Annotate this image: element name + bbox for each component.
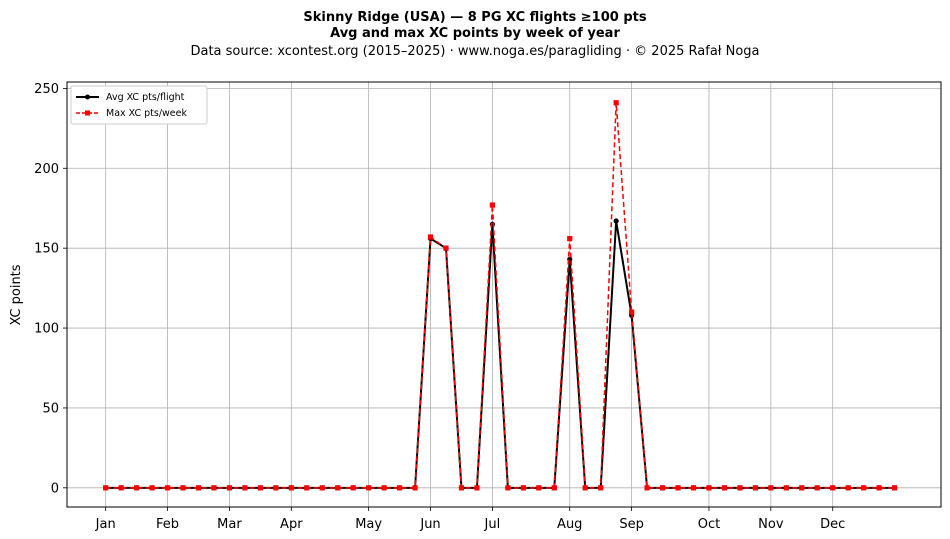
- point-max: [737, 485, 743, 491]
- y-tick-label: 200: [34, 162, 59, 177]
- y-tick-label: 100: [34, 322, 59, 337]
- series-layer: [103, 100, 898, 491]
- point-max: [598, 485, 604, 491]
- legend-label-avg: Avg XC pts/flight: [106, 92, 185, 103]
- point-max: [768, 485, 774, 491]
- x-tick-label: Feb: [156, 517, 179, 532]
- chart-source-line: Data source: xcontest.org (2015–2025) · …: [190, 44, 759, 59]
- point-max: [629, 309, 635, 315]
- point-max: [381, 485, 387, 491]
- x-tick-label: Mar: [217, 517, 242, 532]
- point-max: [690, 485, 697, 491]
- point-max: [195, 485, 202, 491]
- y-tick-label: 150: [34, 242, 59, 257]
- series-line-max: [105, 102, 895, 489]
- point-max: [134, 485, 140, 491]
- point-max: [861, 485, 867, 491]
- x-tick-label: Nov: [758, 517, 784, 532]
- point-max: [474, 485, 480, 491]
- x-tick-label: Dec: [820, 517, 845, 532]
- point-max: [350, 485, 356, 491]
- legend-label-max: Max XC pts/week: [106, 108, 187, 119]
- x-tick-label: Jul: [484, 517, 501, 532]
- point-max: [505, 485, 511, 491]
- point-max: [520, 485, 526, 491]
- point-max: [551, 485, 557, 491]
- point-max: [675, 485, 681, 491]
- point-max: [288, 485, 294, 491]
- x-tick-label: May: [355, 517, 382, 532]
- point-max: [319, 485, 325, 491]
- point-max: [443, 245, 449, 251]
- y-tick-label: 250: [34, 82, 59, 97]
- point-max: [891, 485, 898, 491]
- point-max: [273, 485, 279, 491]
- x-tick-label: Oct: [698, 517, 720, 532]
- point-max: [659, 485, 666, 491]
- point-avg: [613, 218, 619, 224]
- y-tick-label: 50: [42, 401, 59, 416]
- point-max: [613, 100, 619, 106]
- point-max: [366, 485, 372, 491]
- point-max: [845, 485, 851, 491]
- point-max: [164, 485, 171, 491]
- point-max: [752, 485, 758, 491]
- x-tick-label: Apr: [280, 517, 303, 532]
- point-max: [721, 485, 728, 491]
- x-tick-label: Aug: [557, 517, 582, 532]
- point-max: [644, 485, 650, 491]
- point-max: [180, 485, 186, 491]
- point-max: [876, 485, 882, 491]
- legend: Avg XC pts/flight Max XC pts/week: [70, 85, 208, 125]
- point-max: [396, 485, 403, 491]
- point-max: [412, 485, 418, 491]
- legend-box: [70, 85, 208, 125]
- y-axis-label: XC points: [9, 264, 24, 325]
- point-max: [799, 485, 805, 491]
- plot-frame: [66, 81, 942, 508]
- point-max: [427, 234, 434, 240]
- y-tick-label: 0: [51, 481, 59, 496]
- legend-marker-max: [85, 110, 90, 116]
- point-max: [257, 485, 263, 491]
- legend-marker-avg: [85, 94, 90, 100]
- point-max: [830, 485, 836, 491]
- point-max: [226, 485, 233, 491]
- x-tick-label: Jan: [95, 517, 116, 532]
- point-max: [304, 485, 310, 491]
- x-tick-label: Jun: [419, 517, 440, 532]
- point-max: [458, 485, 465, 491]
- axis-ticks: 0 50 100 150 200 250 Jan Feb Mar Apr May Jun Jul Aug S…: [34, 82, 845, 532]
- chart-subtitle: Avg and max XC points by week of year: [330, 26, 620, 41]
- point-max: [783, 485, 789, 491]
- point-max: [582, 485, 588, 491]
- point-max: [242, 485, 248, 491]
- chart-title: Skinny Ridge (USA) — 8 PG XC flights ≥10…: [303, 10, 646, 25]
- point-max: [567, 235, 573, 242]
- point-max: [149, 485, 155, 491]
- point-max: [211, 485, 217, 491]
- point-max: [706, 485, 712, 491]
- point-max: [536, 485, 542, 491]
- point-max: [489, 202, 495, 208]
- point-max: [335, 485, 341, 491]
- x-tick-label: Sep: [619, 517, 644, 532]
- grid: [67, 82, 941, 507]
- point-max: [814, 485, 820, 491]
- point-max: [103, 485, 109, 491]
- point-max: [118, 485, 124, 491]
